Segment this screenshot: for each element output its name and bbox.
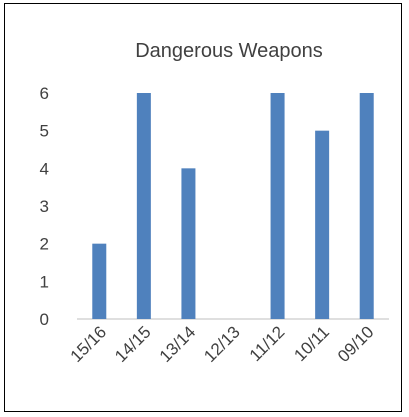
x-axis-ticks: 15/16 14/15 13/14 12/13 11/12 10/11 09/10 [67,322,378,366]
x-tick-label: 15/16 [67,322,111,366]
bar-series [92,93,374,319]
x-tick-label: 14/15 [111,322,155,366]
y-tick-label: 2 [40,235,49,254]
x-tick-label: 10/11 [290,322,333,365]
x-tick-label: 13/14 [156,322,200,366]
y-tick-label: 1 [40,272,49,291]
y-tick-label: 4 [40,159,49,178]
bar [270,93,285,319]
x-tick-label: 12/13 [200,322,244,366]
y-tick-label: 3 [40,197,49,216]
y-axis-ticks: 0 1 2 3 4 5 6 [40,84,49,329]
bar-chart: Dangerous Weapons 0 1 2 3 4 5 6 15/16 14/15 13/1… [40,40,389,366]
bar [181,168,196,319]
chart-frame: Dangerous Weapons 0 1 2 3 4 5 6 15/16 14/15 13/1… [4,3,402,412]
bar [92,243,107,319]
chart-title: Dangerous Weapons [135,40,323,62]
bar [359,93,374,319]
y-tick-label: 5 [40,122,49,141]
x-tick-label: 09/10 [334,322,378,366]
x-tick-label: 11/12 [246,322,289,365]
bar [136,93,151,319]
y-tick-label: 0 [40,310,49,329]
bar [315,130,330,319]
y-tick-label: 6 [40,84,49,103]
